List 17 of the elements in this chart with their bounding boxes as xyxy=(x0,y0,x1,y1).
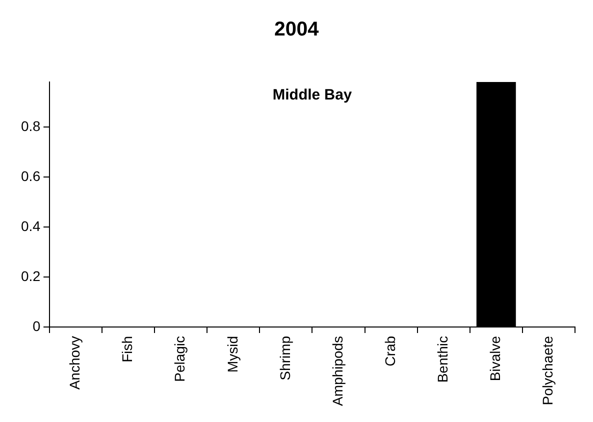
x-tick-label: Fish xyxy=(119,336,136,362)
x-tick-label: Shrimp xyxy=(276,336,293,380)
y-tick-label: 0.4 xyxy=(20,218,41,234)
y-tick-label: 0 xyxy=(32,318,41,334)
x-tick-label: Mysid xyxy=(224,336,240,373)
x-tick-label: Crab xyxy=(382,336,398,366)
x-tick-label: Pelagic xyxy=(172,336,188,382)
x-tick-label: Polychaete xyxy=(540,336,556,406)
y-tick-label: 0.6 xyxy=(20,168,41,184)
x-tick-label: Anchovy xyxy=(66,336,83,390)
x-tick-label: Bivalve xyxy=(487,336,504,382)
y-tick-label: 0.8 xyxy=(20,118,41,134)
x-tick-label: Benthic xyxy=(434,336,450,383)
x-tick-label: Amphipods xyxy=(329,336,346,406)
chart-title: 2004 xyxy=(274,18,320,41)
y-tick-label: 0.2 xyxy=(20,268,41,284)
annotation: Middle Bay xyxy=(272,86,352,104)
